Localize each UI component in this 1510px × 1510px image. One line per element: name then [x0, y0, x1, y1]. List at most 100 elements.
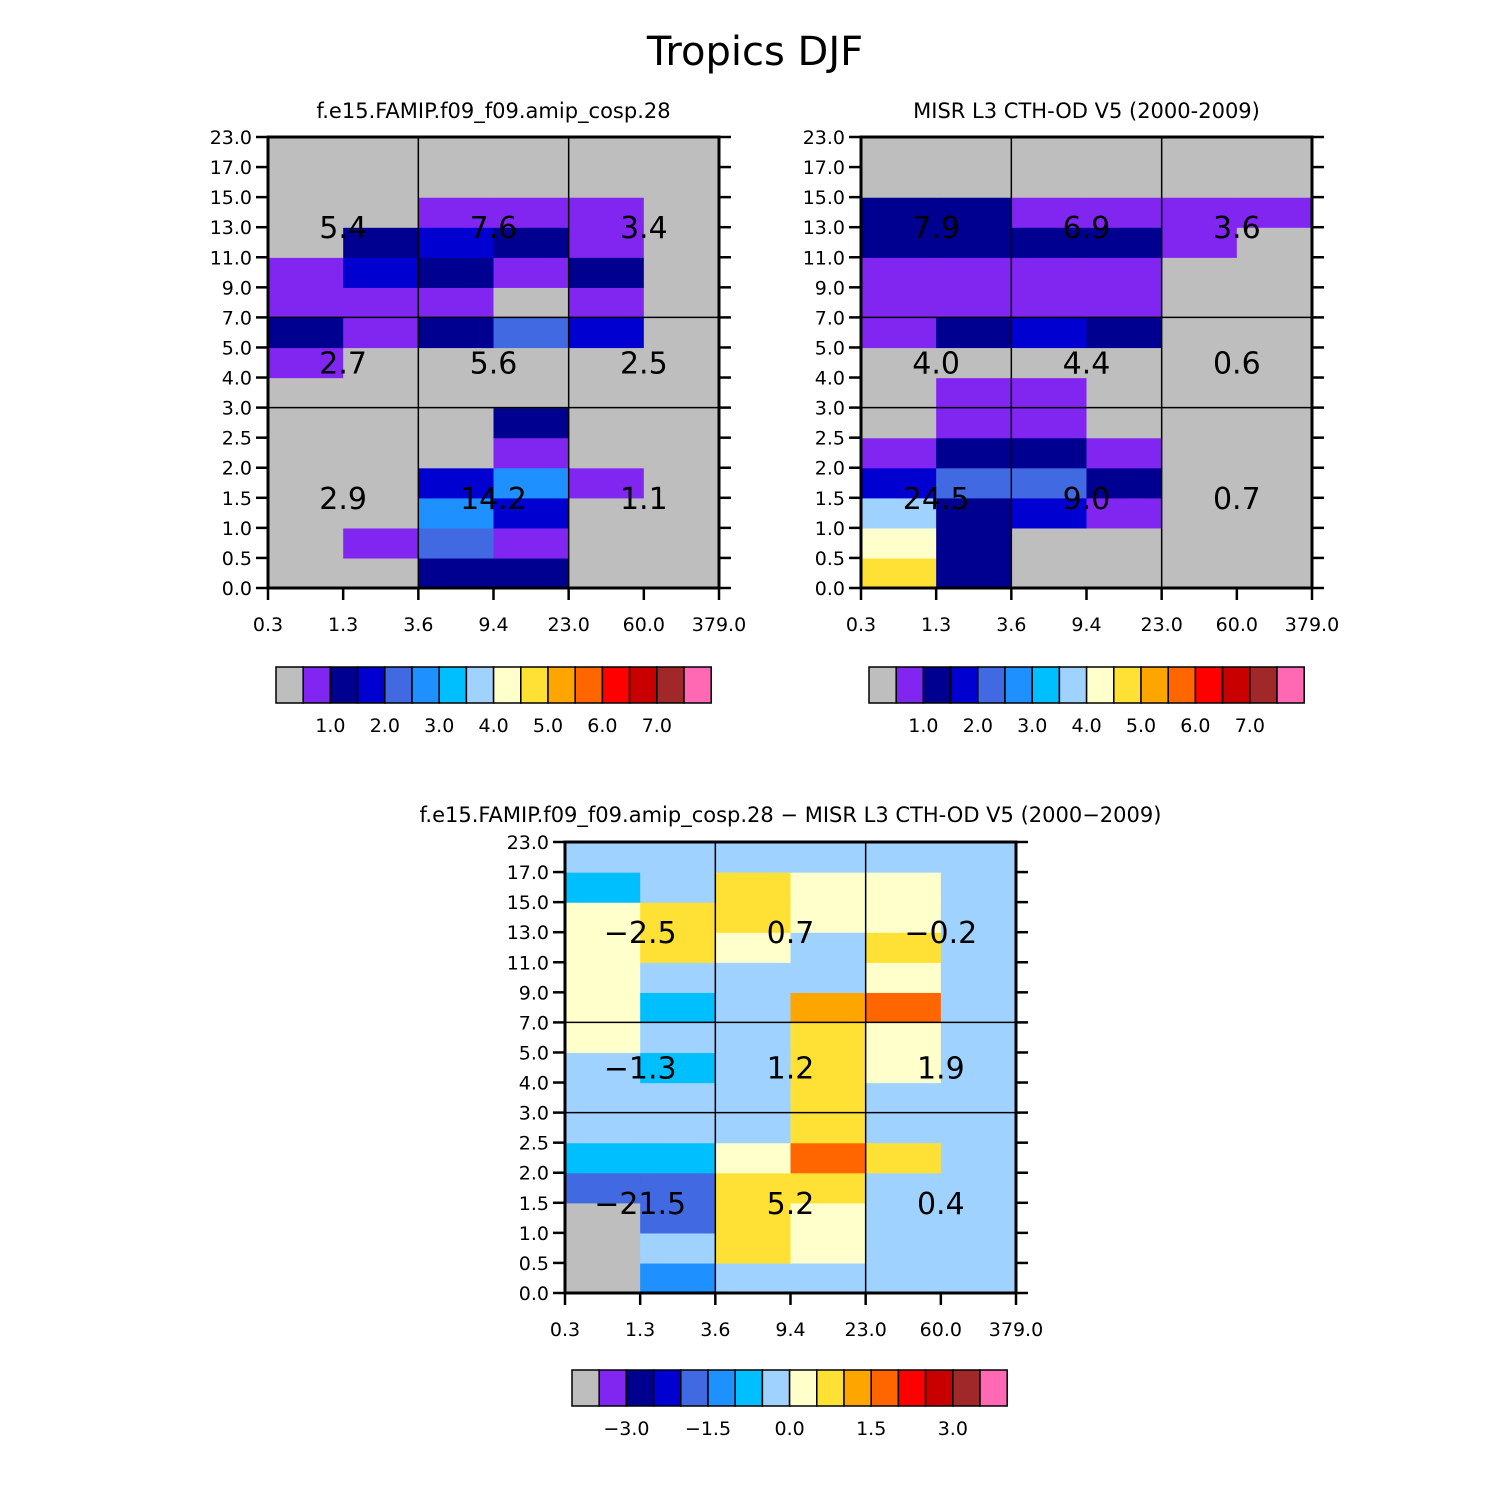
heatmap-cell [861, 377, 937, 409]
heatmap-cell [865, 1202, 942, 1234]
region-value: 2.9 [319, 482, 367, 517]
heatmap-cell [640, 1112, 716, 1144]
x-tick-label: 3.6 [403, 614, 433, 636]
colorbar-swatch [302, 666, 332, 704]
heatmap-cell [861, 527, 937, 559]
heatmap-cell [1236, 137, 1313, 168]
heatmap-cell [568, 317, 645, 349]
heatmap-cell [790, 1142, 867, 1174]
heatmap-cell [343, 197, 419, 228]
heatmap-cell [418, 377, 495, 409]
panel-3: f.e15.FAMIP.f09_f09.amip_cosp.28 − MISR … [420, 803, 1162, 1440]
heatmap-cell [940, 1052, 1017, 1084]
heatmap-cell [343, 287, 419, 318]
heatmap-cell [1236, 287, 1313, 318]
heatmap-cell [568, 197, 645, 228]
y-tick-label: 23.0 [210, 127, 252, 149]
heatmap-cell [936, 317, 1012, 349]
colorbar-label: 5.0 [1126, 715, 1156, 737]
heatmap-cell [565, 1022, 641, 1054]
heatmap-cell [640, 1172, 716, 1204]
heatmap-cell [790, 1082, 867, 1114]
heatmap-cell [1236, 347, 1313, 379]
y-tick-label: 1.0 [815, 518, 845, 540]
heatmap-cell [861, 407, 937, 439]
heatmap-cell [940, 1112, 1017, 1144]
y-tick-label: 13.0 [507, 922, 549, 944]
x-tick-label: 9.4 [775, 1319, 805, 1341]
x-tick-label: 60.0 [1216, 614, 1258, 636]
heatmap-cell [1011, 377, 1088, 409]
heatmap-cell [1011, 527, 1088, 559]
heatmap-cell [1011, 347, 1088, 379]
colorbar-swatch [870, 1369, 900, 1407]
colorbar-swatch [680, 1369, 709, 1407]
heatmap-cell [268, 497, 344, 529]
heatmap-cell [493, 167, 570, 198]
heatmap-cell [640, 932, 716, 963]
colorbar-swatch [1249, 666, 1278, 704]
heatmap-cell [715, 1082, 792, 1114]
heatmap-cell [861, 557, 937, 589]
heatmap-cell [865, 962, 942, 993]
heatmap-cell [1236, 257, 1313, 288]
heatmap-cell [343, 407, 419, 439]
colorbar-swatch [656, 666, 685, 704]
y-tick-label: 9.0 [815, 277, 845, 299]
heatmap-cell [418, 347, 495, 379]
panel-2: MISR L3 CTH-OD V5 (2000-2009)0.00.51.01.… [803, 99, 1340, 737]
heatmap-cell [568, 527, 645, 559]
heatmap-cell [1011, 407, 1088, 439]
colorbar-label: 3.0 [1017, 715, 1047, 737]
colorbar-swatch [1031, 666, 1061, 704]
heatmap-cell [418, 317, 495, 349]
region-value: 3.6 [1213, 211, 1261, 246]
heatmap-cell [936, 137, 1012, 168]
heatmap-cell [568, 437, 645, 469]
heatmap-cell [1161, 557, 1238, 589]
heatmap-cell [493, 347, 570, 379]
heatmap-cell [418, 167, 495, 198]
heatmap-cell [936, 527, 1012, 559]
heatmap-cell [1161, 407, 1238, 439]
heatmap-cell [936, 257, 1012, 288]
heatmap-cell [640, 1202, 716, 1234]
heatmap-cell [643, 557, 720, 589]
heatmap-cell [1086, 347, 1163, 379]
heatmap-cell [565, 1052, 641, 1084]
y-tick-label: 2.0 [815, 458, 845, 480]
colorbar-swatch [816, 1369, 845, 1407]
colorbar-swatch [275, 666, 304, 704]
region-value: 0.6 [1213, 347, 1261, 382]
y-tick-label: 4.0 [815, 368, 845, 390]
x-tick-label: 0.3 [550, 1319, 580, 1341]
y-tick-label: 1.5 [222, 488, 252, 510]
heatmap-cell [1161, 527, 1238, 559]
heatmap-cell [268, 377, 344, 409]
heatmap-cell [568, 377, 645, 409]
heatmap-cell [493, 137, 570, 168]
heatmap-cell [1086, 557, 1163, 589]
heatmap-cell [1011, 167, 1088, 198]
heatmap-cell [940, 902, 1017, 933]
y-tick-label: 0.5 [519, 1253, 549, 1275]
y-tick-label: 5.0 [815, 337, 845, 359]
colorbar-swatch [625, 1369, 655, 1407]
heatmap-cell [568, 407, 645, 439]
colorbar-swatch [598, 1369, 628, 1407]
heatmap-cell [940, 992, 1017, 1023]
region-value: 7.9 [912, 211, 960, 246]
heatmap-cell [493, 257, 570, 288]
region-value: 1.1 [620, 482, 668, 517]
region-value: 2.5 [620, 347, 668, 382]
heatmap-cell [861, 317, 937, 349]
x-tick-label: 379.0 [1285, 614, 1339, 636]
y-tick-label: 0.0 [519, 1283, 549, 1305]
heatmap-cell [565, 992, 641, 1023]
heatmap-cell [1086, 317, 1163, 349]
heatmap-cell [1236, 497, 1313, 529]
heatmap-cell [865, 1172, 942, 1204]
y-tick-label: 13.0 [803, 217, 845, 239]
heatmap-cell [940, 962, 1017, 993]
y-tick-label: 11.0 [803, 247, 845, 269]
